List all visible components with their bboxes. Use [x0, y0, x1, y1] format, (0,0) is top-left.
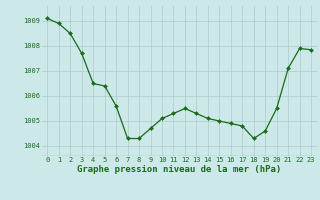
X-axis label: Graphe pression niveau de la mer (hPa): Graphe pression niveau de la mer (hPa) — [77, 165, 281, 174]
